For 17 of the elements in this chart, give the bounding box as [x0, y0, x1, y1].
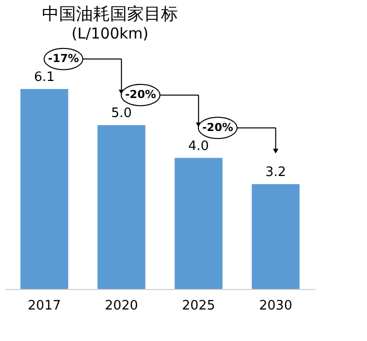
data-label: 4.0 — [188, 138, 209, 154]
chart-title: 中国油耗国家目标 — [42, 4, 178, 24]
data-label: 6.1 — [34, 70, 55, 85]
bar — [98, 125, 146, 289]
annotation: -20% — [125, 88, 156, 102]
bar — [252, 184, 300, 289]
data-label: 3.2 — [265, 165, 286, 180]
data-label: 5.0 — [111, 106, 132, 122]
x-tick-label: 2030 — [259, 298, 292, 314]
x-tick-label: 2017 — [28, 298, 61, 314]
bar — [20, 89, 68, 289]
x-tick-label: 2020 — [104, 298, 138, 314]
annotation: -20% — [202, 120, 234, 134]
x-tick-label: 2025 — [182, 298, 216, 314]
text: -17% — [48, 52, 79, 65]
bar — [174, 158, 222, 289]
chart-subtitle: (L/100km) — [71, 24, 149, 42]
